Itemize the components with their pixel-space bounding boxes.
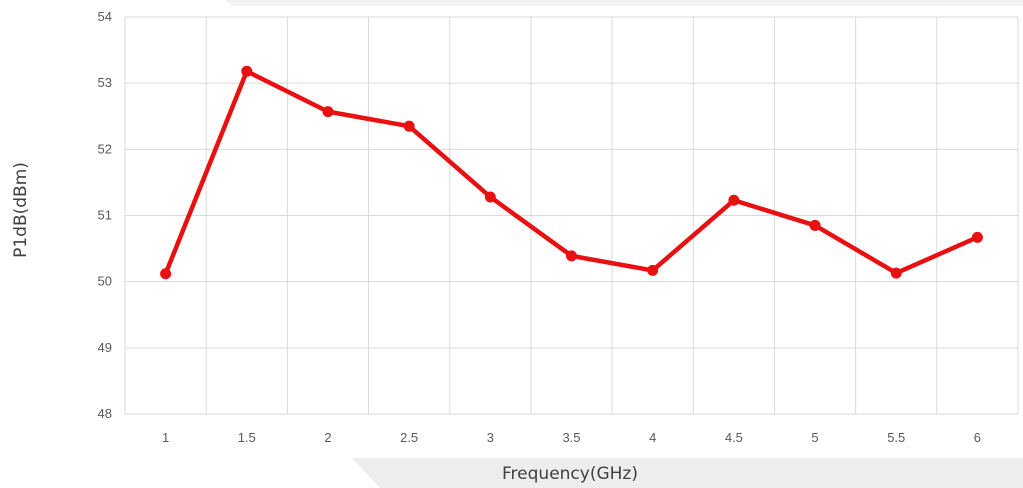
data-point (647, 264, 659, 276)
data-point (403, 120, 415, 132)
y-tick-label: 50 (98, 274, 112, 289)
x-tick-label: 1 (162, 430, 169, 445)
y-tick-label: 51 (98, 208, 112, 223)
y-tick-label: 53 (98, 75, 112, 90)
data-point (160, 268, 172, 280)
x-tick-label: 3.5 (562, 430, 580, 445)
data-point (890, 267, 902, 279)
y-tick-label: 49 (98, 340, 112, 355)
x-tick-label: 2.5 (400, 430, 418, 445)
data-point (322, 106, 334, 118)
x-axis-title: Frequency(GHz) (502, 464, 638, 484)
x-tick-label: 3 (487, 430, 494, 445)
y-axis-title: P1dB(dBm) (11, 162, 31, 258)
data-point (809, 219, 821, 231)
series-group (160, 65, 983, 280)
bottom-shading-panel (352, 458, 1023, 488)
y-tick-label: 52 (98, 141, 112, 156)
data-point (566, 250, 577, 262)
x-tick-label: 2 (324, 430, 331, 445)
x-axis-ticks: 1 1.5 2 2.5 3 3.5 4 4.5 5 5.5 6 (162, 430, 981, 445)
y-axis-ticks: 48 49 50 51 52 53 54 (98, 9, 112, 421)
x-tick-label: 4 (649, 430, 656, 445)
x-tick-label: 5.5 (887, 430, 905, 445)
x-tick-label: 4.5 (725, 430, 743, 445)
data-point (241, 65, 253, 77)
background-panels (225, 0, 1023, 488)
data-point (971, 231, 983, 243)
x-tick-label: 6 (974, 430, 981, 445)
x-tick-label: 5 (811, 430, 818, 445)
x-tick-label: 1.5 (238, 430, 256, 445)
y-tick-label: 54 (98, 9, 112, 24)
top-shading-panel (225, 0, 1023, 6)
data-point (484, 191, 496, 203)
data-point (728, 194, 740, 206)
y-tick-label: 48 (98, 406, 112, 421)
